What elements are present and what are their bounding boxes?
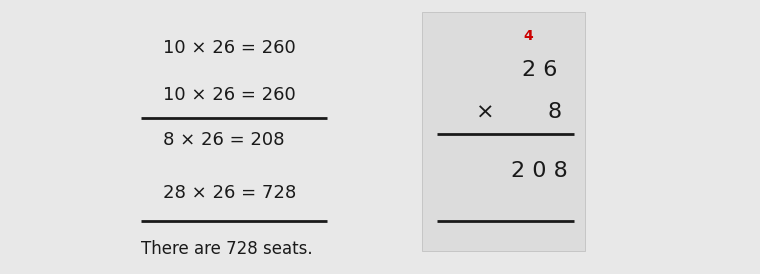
Text: 2 0 8: 2 0 8 xyxy=(511,161,568,181)
Text: 28 × 26 = 728: 28 × 26 = 728 xyxy=(163,184,296,202)
Text: 4: 4 xyxy=(524,28,533,43)
Text: 2 6: 2 6 xyxy=(522,60,557,80)
Text: ×: × xyxy=(476,102,494,122)
FancyBboxPatch shape xyxy=(422,12,585,251)
Text: 10 × 26 = 260: 10 × 26 = 260 xyxy=(163,85,296,104)
Text: There are 728 seats.: There are 728 seats. xyxy=(141,240,312,258)
Text: 10 × 26 = 260: 10 × 26 = 260 xyxy=(163,39,296,57)
Text: 8: 8 xyxy=(548,102,562,122)
Text: 8 × 26 = 208: 8 × 26 = 208 xyxy=(163,131,285,149)
